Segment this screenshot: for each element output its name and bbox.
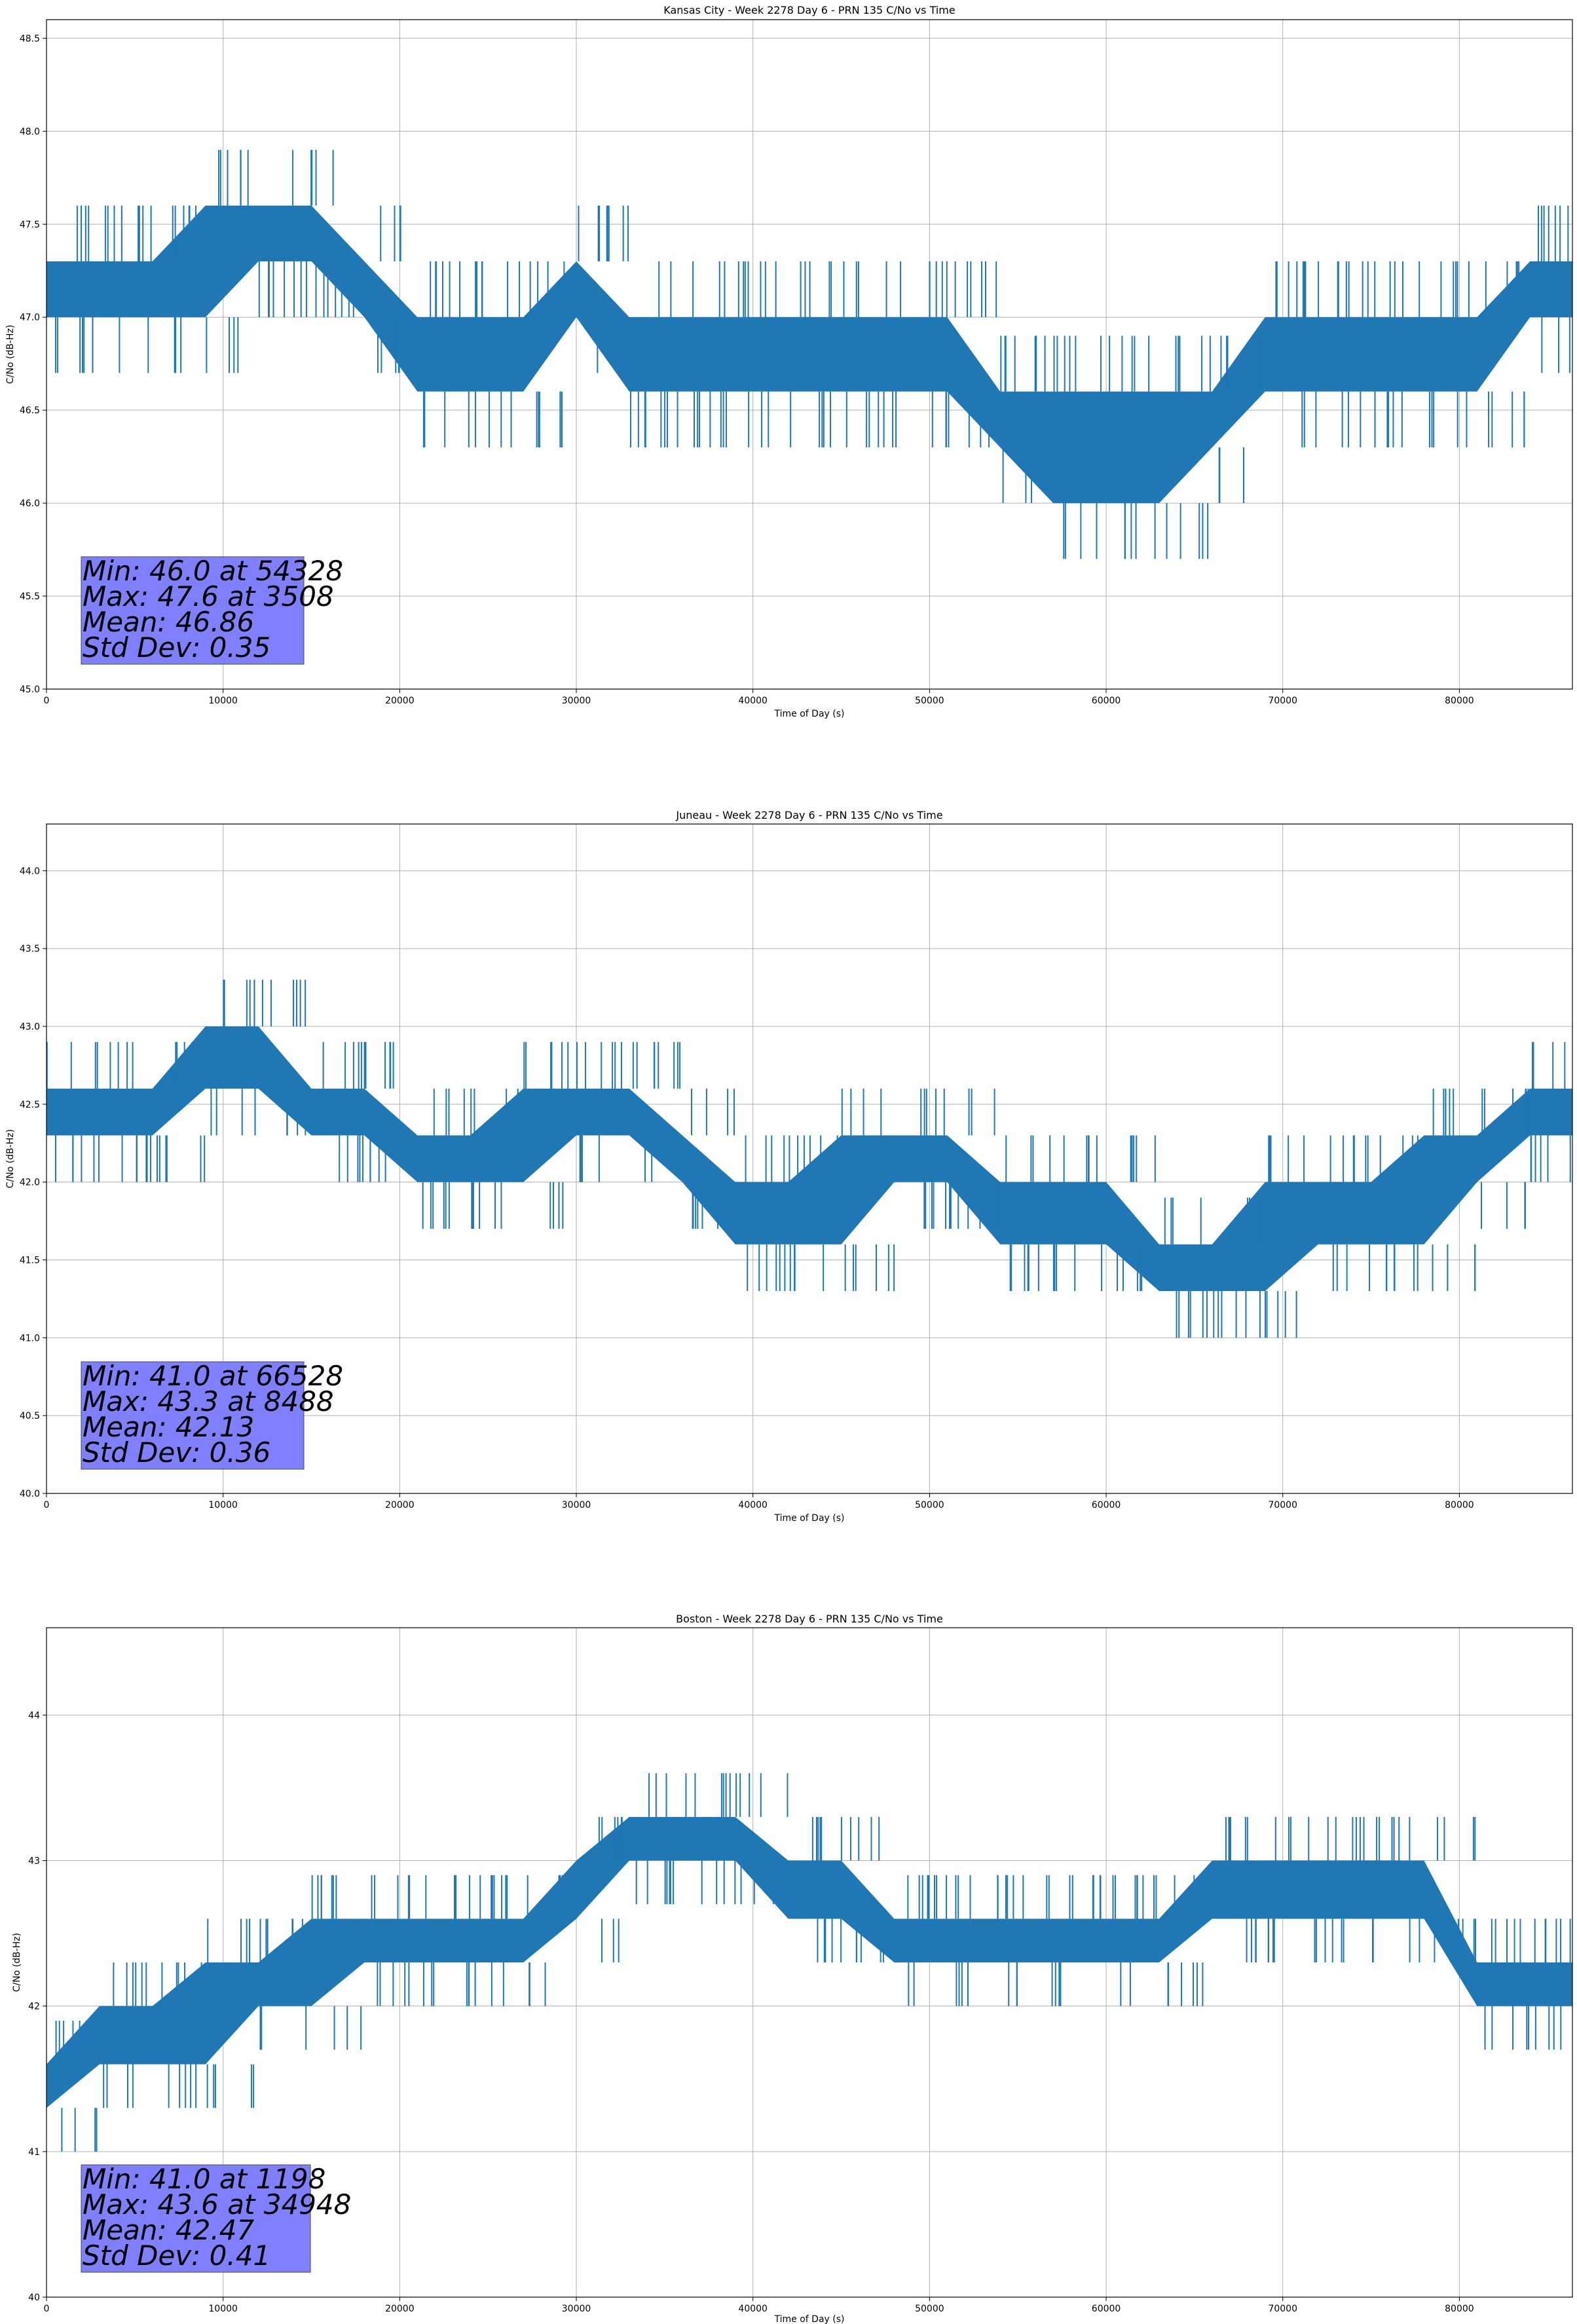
stats-min: Min: 41.0 at 1198	[83, 2163, 325, 2195]
y-tick-label: 47.5	[20, 219, 40, 230]
stats-mean: Mean: 46.86	[83, 606, 254, 638]
chart-title: Boston - Week 2278 Day 6 - PRN 135 C/No …	[676, 1613, 943, 1625]
y-tick-label: 45.0	[20, 684, 40, 695]
y-tick-label: 40.0	[20, 1489, 40, 1499]
x-tick-label: 0	[44, 696, 50, 706]
x-tick-label: 50000	[915, 2304, 944, 2314]
x-axis-label: Time of Day (s)	[774, 2314, 845, 2324]
stats-max: Max: 47.6 at 3508	[83, 580, 334, 612]
x-tick-label: 80000	[1445, 696, 1474, 706]
y-tick-label: 44.0	[20, 866, 40, 876]
chart-panel-boston: Boston - Week 2278 Day 6 - PRN 135 C/No …	[12, 1613, 1573, 2324]
y-axis-ticks: 40.0 40.5 41.0 41.5 42.0 42.5 43.0 43.5 44.0	[20, 866, 46, 1499]
y-tick-label: 40	[28, 2293, 40, 2303]
data-series	[46, 149, 1572, 559]
x-tick-label: 10000	[208, 696, 238, 706]
y-tick-label: 48.5	[20, 33, 40, 44]
y-tick-label: 41.0	[20, 1333, 40, 1343]
x-tick-label: 60000	[1092, 2304, 1121, 2314]
y-axis-label: C/No (dB-Hz)	[5, 1129, 16, 1188]
x-tick-label: 40000	[738, 696, 768, 706]
cno-series-band	[46, 205, 1572, 504]
stats-std-dev: Std Dev: 0.36	[83, 1436, 270, 1469]
y-tick-label: 40.5	[20, 1411, 40, 1421]
y-tick-label: 46.0	[20, 498, 40, 509]
x-tick-label: 50000	[915, 696, 944, 706]
stats-max: Max: 43.6 at 34948	[83, 2188, 351, 2221]
stats-box-background	[81, 1361, 305, 1470]
y-tick-label: 48.0	[20, 126, 40, 137]
chart-title: Juneau - Week 2278 Day 6 - PRN 135 C/No …	[675, 809, 942, 821]
x-tick-label: 30000	[562, 696, 591, 706]
x-tick-label: 80000	[1445, 1500, 1474, 1510]
x-tick-label: 50000	[915, 1500, 944, 1510]
y-tick-label: 43	[28, 1856, 40, 1866]
y-tick-label: 42.5	[20, 1100, 40, 1110]
x-tick-label: 40000	[738, 2304, 768, 2314]
x-axis-ticks: 0 10000 20000 30000 40000 50000 60000 70000 8000…	[44, 2297, 1474, 2314]
cno-series-band	[46, 1816, 1572, 2108]
y-tick-label: 42	[28, 2002, 40, 2012]
data-series	[46, 1773, 1572, 2152]
x-tick-label: 20000	[385, 696, 415, 706]
y-tick-label: 42.0	[20, 1178, 40, 1188]
stats-box: Min: 41.0 at 66528 Max: 43.3 at 8488 Mea…	[81, 1360, 343, 1470]
x-tick-label: 40000	[738, 1500, 768, 1510]
stats-min: Min: 41.0 at 66528	[83, 1360, 343, 1392]
plot-area-frame	[46, 19, 1573, 690]
x-axis-ticks: 0 10000 20000 30000 40000 50000 60000 70000 8000…	[44, 1493, 1474, 1510]
plot-area-frame	[46, 1627, 1573, 2298]
stats-box-background	[81, 2164, 311, 2273]
y-axis-label: C/No (dB-Hz)	[5, 325, 16, 384]
cno-series-band	[46, 1026, 1572, 1292]
x-tick-label: 70000	[1268, 1500, 1297, 1510]
y-tick-label: 45.5	[20, 591, 40, 602]
x-tick-label: 10000	[208, 1500, 238, 1510]
stats-box: Min: 41.0 at 1198 Max: 43.6 at 34948 Mea…	[81, 2163, 351, 2273]
x-tick-label: 60000	[1092, 696, 1121, 706]
chart-title: Kansas City - Week 2278 Day 6 - PRN 135 …	[663, 4, 955, 16]
y-axis-label: C/No (dB-Hz)	[12, 1933, 22, 1992]
x-tick-label: 60000	[1092, 1500, 1121, 1510]
x-tick-label: 30000	[562, 1500, 591, 1510]
y-tick-label: 46.5	[20, 405, 40, 416]
chart-panel-kansas-city: Kansas City - Week 2278 Day 6 - PRN 135 …	[5, 4, 1573, 719]
y-axis-ticks: 45.0 45.5 46.0 46.5 47.0 47.5 48.0 48.5	[20, 33, 46, 695]
y-tick-label: 47.0	[20, 312, 40, 323]
x-axis-label: Time of Day (s)	[774, 1513, 845, 1524]
stats-std-dev: Std Dev: 0.41	[83, 2240, 270, 2272]
chart-panel-juneau: Juneau - Week 2278 Day 6 - PRN 135 C/No …	[5, 809, 1573, 1524]
y-tick-label: 41.5	[20, 1255, 40, 1265]
x-axis-ticks: 0 10000 20000 30000 40000 50000 60000 70000 8000…	[44, 689, 1474, 706]
x-tick-label: 20000	[385, 2304, 415, 2314]
stats-min: Min: 46.0 at 54328	[83, 555, 343, 587]
x-tick-label: 0	[44, 2304, 50, 2314]
x-tick-label: 0	[44, 1500, 50, 1510]
x-tick-label: 20000	[385, 1500, 415, 1510]
y-axis-ticks: 40 41 42 43 44	[28, 1710, 46, 2303]
y-tick-label: 41	[28, 2147, 40, 2158]
y-tick-label: 43.0	[20, 1022, 40, 1032]
stats-mean: Mean: 42.47	[83, 2214, 254, 2246]
plot-area-frame	[46, 823, 1573, 1494]
x-tick-label: 30000	[562, 2304, 591, 2314]
x-axis-label: Time of Day (s)	[774, 709, 845, 719]
x-tick-label: 70000	[1268, 696, 1297, 706]
stats-box-background	[81, 556, 305, 665]
x-tick-label: 10000	[208, 2304, 238, 2314]
y-tick-label: 44	[28, 1710, 40, 1721]
x-tick-label: 80000	[1445, 2304, 1474, 2314]
y-tick-label: 43.5	[20, 944, 40, 954]
data-series	[46, 979, 1572, 1338]
stats-std-dev: Std Dev: 0.35	[83, 631, 270, 664]
stats-max: Max: 43.3 at 8488	[83, 1385, 334, 1417]
x-tick-label: 70000	[1268, 2304, 1297, 2314]
stats-box: Min: 46.0 at 54328 Max: 47.6 at 3508 Mea…	[81, 555, 343, 665]
stats-mean: Mean: 42.13	[83, 1411, 254, 1443]
